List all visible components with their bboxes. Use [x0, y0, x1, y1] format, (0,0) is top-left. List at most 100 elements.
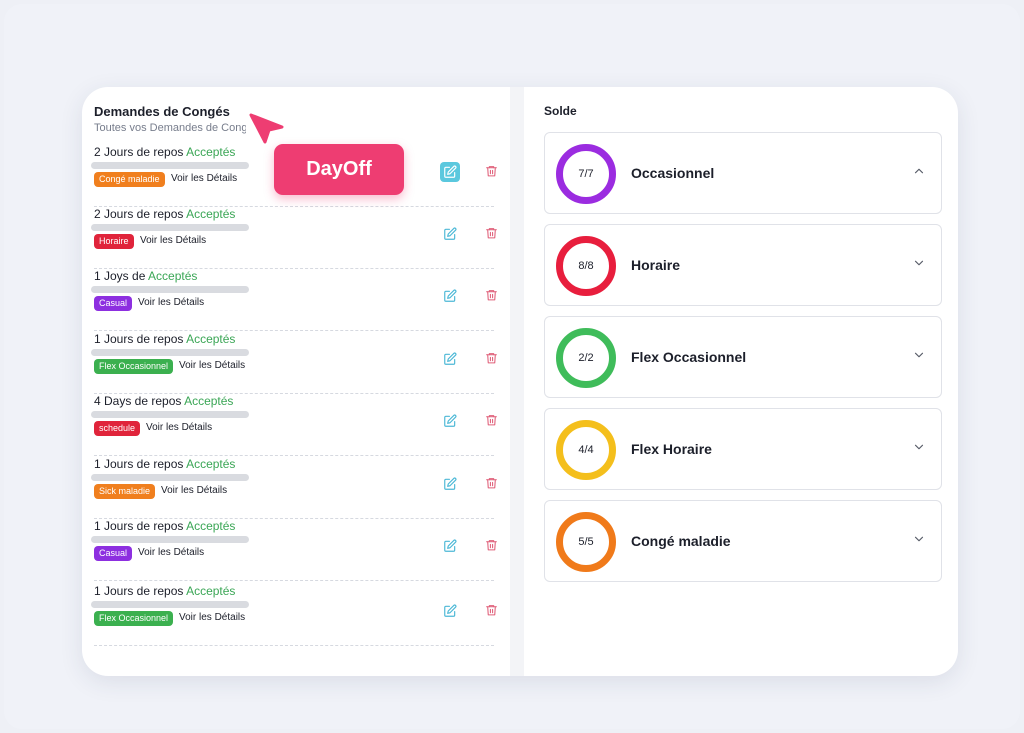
trash-icon[interactable] — [483, 286, 499, 304]
request-summary: 2 Jours de repos Acceptés — [94, 207, 235, 221]
edit-icon[interactable] — [440, 224, 460, 244]
request-row: 2 Jours de repos Acceptés Congé maladie Vo… — [91, 145, 497, 207]
balance-title: Solde — [544, 104, 577, 118]
request-placeholder-bar — [91, 349, 249, 356]
view-details-link[interactable]: Voir les Détails — [138, 547, 205, 558]
edit-icon[interactable] — [440, 601, 460, 621]
request-summary: 2 Jours de repos Acceptés — [94, 145, 235, 159]
leave-dashboard-card: Demandes de Congés Toutes vos Demandes d… — [82, 87, 958, 676]
leave-type-tag: Flex Occasionnel — [94, 359, 174, 374]
request-summary: 1 Jours de repos Acceptés — [94, 332, 235, 346]
balance-label: Flex Horaire — [631, 441, 712, 457]
chevron-up-icon[interactable] — [912, 164, 926, 178]
request-placeholder-bar — [91, 536, 249, 543]
view-details-link[interactable]: Voir les Détails — [179, 360, 246, 371]
trash-icon[interactable] — [483, 349, 499, 367]
panel-divider — [510, 87, 524, 676]
request-duration: 2 Jours de repos — [94, 145, 184, 159]
request-duration: 1 Jours de repos — [94, 457, 184, 471]
view-details-link[interactable]: Voir les Détails — [138, 297, 205, 308]
edit-icon[interactable] — [440, 162, 460, 182]
trash-icon[interactable] — [483, 162, 499, 180]
request-row: 1 Jours de repos Acceptés Casual Voir les … — [91, 519, 497, 581]
trash-icon[interactable] — [483, 224, 499, 242]
balance-label: Congé maladie — [631, 533, 731, 549]
trash-icon[interactable] — [483, 536, 499, 554]
leave-type-tag: Sick maladie — [94, 484, 156, 499]
leave-type-tag: Flex Occasionnel — [94, 611, 174, 626]
edit-icon[interactable] — [440, 286, 460, 306]
request-summary: 1 Joys de Acceptés — [94, 269, 197, 283]
request-row: 1 Jours de repos Acceptés Sick maladie Voi… — [91, 457, 497, 519]
request-status: Acceptés — [186, 457, 236, 471]
leave-type-tag: Casual — [94, 296, 133, 311]
request-summary: 1 Jours de repos Acceptés — [94, 457, 235, 471]
edit-icon[interactable] — [440, 536, 460, 556]
balance-card[interactable]: 7/7 Occasionnel — [544, 132, 942, 214]
balance-value: 8/8 — [578, 260, 594, 272]
balance-ring: 7/7 — [556, 144, 616, 204]
balance-card[interactable]: 5/5 Congé maladie — [544, 500, 942, 582]
balance-card[interactable]: 2/2 Flex Occasionnel — [544, 316, 942, 398]
request-status: Acceptés — [184, 394, 234, 408]
balance-label: Flex Occasionnel — [631, 349, 747, 365]
request-row: 2 Jours de repos Acceptés Horaire Voir les… — [91, 207, 497, 269]
trash-icon[interactable] — [483, 601, 499, 619]
trash-icon[interactable] — [483, 411, 499, 429]
request-status: Acceptés — [186, 584, 236, 598]
leave-type-tag: schedule — [94, 421, 141, 436]
request-status: Acceptés — [186, 145, 236, 159]
balance-value: 4/4 — [578, 444, 594, 456]
request-placeholder-bar — [91, 474, 249, 481]
chevron-down-icon[interactable] — [912, 532, 926, 546]
app-background: Demandes de Congés Toutes vos Demandes d… — [4, 4, 1020, 729]
balance-value: 7/7 — [578, 168, 594, 180]
balance-card[interactable]: 8/8 Horaire — [544, 224, 942, 306]
dayoff-badge: DayOff — [274, 144, 404, 195]
trash-icon[interactable] — [483, 474, 499, 492]
edit-icon[interactable] — [440, 474, 460, 494]
view-details-link[interactable]: Voir les Détails — [179, 612, 246, 623]
panel-subtitle: Toutes vos Demandes de Congés — [94, 122, 246, 134]
balance-label: Horaire — [631, 257, 681, 273]
view-details-link[interactable]: Voir les Détails — [140, 235, 207, 246]
balance-ring: 2/2 — [556, 328, 616, 388]
request-placeholder-bar — [91, 411, 249, 418]
request-placeholder-bar — [91, 601, 249, 608]
view-details-link[interactable]: Voir les Détails — [171, 173, 238, 184]
request-status: Acceptés — [186, 207, 236, 221]
leave-requests-panel: Demandes de Congés Toutes vos Demandes d… — [82, 87, 510, 676]
request-row: 1 Jours de repos Acceptés Flex Occasionne… — [91, 332, 497, 394]
request-placeholder-bar — [91, 224, 249, 231]
leave-type-tag: Congé maladie — [94, 172, 165, 187]
leave-type-tag: Horaire — [94, 234, 134, 249]
request-duration: 1 Jours de repos — [94, 519, 184, 533]
balance-label: Occasionnel — [631, 165, 715, 181]
balance-card[interactable]: 4/4 Flex Horaire — [544, 408, 942, 490]
chevron-down-icon[interactable] — [912, 256, 926, 270]
edit-icon[interactable] — [440, 411, 460, 431]
request-placeholder-bar — [91, 286, 249, 293]
view-details-link[interactable]: Voir les Détails — [146, 422, 213, 433]
request-row: 1 Joys de Acceptés Casual Voir les Détails — [91, 269, 497, 331]
request-summary: 4 Days de repos Acceptés — [94, 394, 233, 408]
cursor-pointer-icon — [249, 113, 284, 144]
view-details-link[interactable]: Voir les Détails — [161, 485, 228, 496]
chevron-down-icon[interactable] — [912, 348, 926, 362]
request-summary: 1 Jours de repos Acceptés — [94, 519, 235, 533]
request-duration: 1 Joys de — [94, 269, 146, 283]
request-duration: 1 Jours de repos — [94, 332, 184, 346]
edit-icon[interactable] — [440, 349, 460, 369]
request-status: Acceptés — [186, 332, 236, 346]
balance-ring: 8/8 — [556, 236, 616, 296]
panel-title: Demandes de Congés — [94, 104, 230, 119]
balance-ring: 4/4 — [556, 420, 616, 480]
leave-type-tag: Casual — [94, 546, 133, 561]
request-duration: 1 Jours de repos — [94, 584, 184, 598]
chevron-down-icon[interactable] — [912, 440, 926, 454]
request-status: Acceptés — [186, 519, 236, 533]
request-placeholder-bar — [91, 162, 249, 169]
balance-value: 2/2 — [578, 352, 594, 364]
request-duration: 4 Days de repos — [94, 394, 182, 408]
balance-panel: Solde 7/7 Occasionnel 8/8 Horaire 2/2 Flex Oc… — [524, 87, 958, 676]
